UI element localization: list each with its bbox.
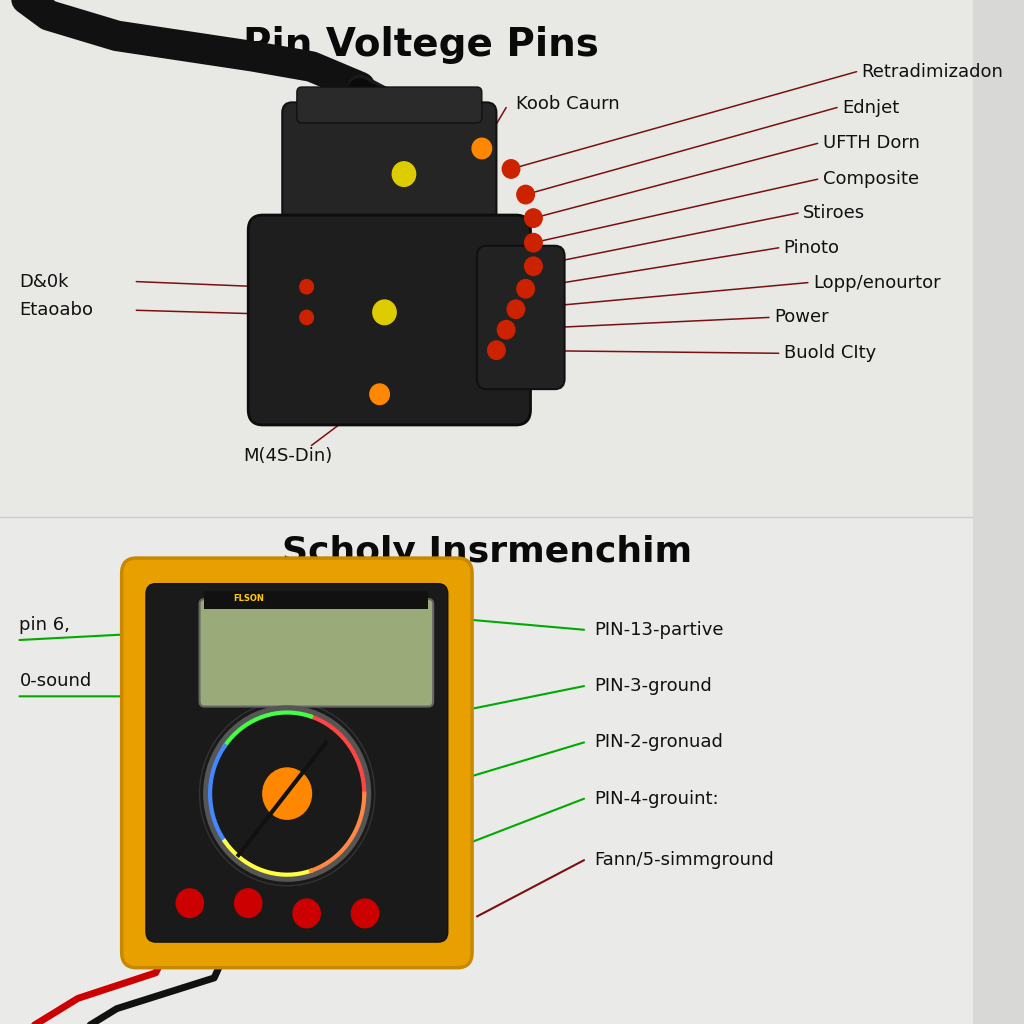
Circle shape	[370, 384, 389, 404]
Circle shape	[200, 701, 375, 886]
Text: M(4S-Din): M(4S-Din)	[244, 446, 333, 465]
Text: Pin Voltege Pins: Pin Voltege Pins	[244, 26, 599, 63]
Circle shape	[517, 185, 535, 204]
Circle shape	[351, 899, 379, 928]
Text: 0-sound: 0-sound	[19, 672, 92, 690]
Circle shape	[176, 889, 204, 918]
Circle shape	[472, 138, 492, 159]
Text: Pinoto: Pinoto	[783, 239, 840, 257]
Circle shape	[263, 768, 311, 819]
Circle shape	[392, 162, 416, 186]
FancyBboxPatch shape	[248, 215, 530, 425]
Text: FLSON: FLSON	[233, 594, 264, 602]
Circle shape	[502, 160, 520, 178]
Circle shape	[498, 321, 515, 339]
Text: Stiroes: Stiroes	[803, 204, 865, 222]
FancyBboxPatch shape	[146, 584, 447, 942]
Circle shape	[357, 84, 383, 111]
Text: Power: Power	[774, 308, 828, 327]
Text: Buold CIty: Buold CIty	[783, 344, 876, 362]
Circle shape	[234, 889, 262, 918]
Text: PIN-3-ground: PIN-3-ground	[594, 677, 712, 695]
Text: PIN-2-gronuad: PIN-2-gronuad	[594, 733, 723, 752]
Text: Composite: Composite	[822, 170, 919, 188]
FancyBboxPatch shape	[297, 87, 482, 123]
Circle shape	[373, 300, 396, 325]
Circle shape	[347, 79, 373, 105]
FancyBboxPatch shape	[205, 591, 428, 609]
FancyBboxPatch shape	[477, 246, 564, 389]
Circle shape	[524, 257, 542, 275]
FancyBboxPatch shape	[122, 558, 472, 968]
Text: D&0k: D&0k	[19, 272, 69, 291]
Circle shape	[487, 341, 505, 359]
Circle shape	[300, 280, 313, 294]
Text: UFTH Dorn: UFTH Dorn	[822, 134, 920, 153]
Text: pin 6,: pin 6,	[19, 615, 71, 634]
FancyBboxPatch shape	[283, 102, 497, 256]
Text: Koob Caurn: Koob Caurn	[516, 95, 620, 114]
Circle shape	[367, 89, 392, 116]
Circle shape	[377, 94, 402, 121]
Text: Retradimizadon: Retradimizadon	[861, 62, 1004, 81]
FancyBboxPatch shape	[0, 0, 974, 522]
Circle shape	[300, 310, 313, 325]
Circle shape	[293, 899, 321, 928]
Circle shape	[517, 280, 535, 298]
Circle shape	[507, 300, 524, 318]
Text: PIN-13-partive: PIN-13-partive	[594, 621, 723, 639]
FancyBboxPatch shape	[200, 599, 433, 707]
Text: Etaoabo: Etaoabo	[19, 301, 93, 319]
Text: Ednjet: Ednjet	[842, 98, 899, 117]
FancyBboxPatch shape	[0, 517, 974, 1024]
Circle shape	[524, 209, 542, 227]
Text: Lopp/enourtor: Lopp/enourtor	[813, 273, 940, 292]
Text: PIN-4-grouint:: PIN-4-grouint:	[594, 790, 719, 808]
Text: Fann/5-simmground: Fann/5-simmground	[594, 851, 773, 869]
Circle shape	[524, 233, 542, 252]
Text: Scholy Insrmenchim: Scholy Insrmenchim	[282, 535, 692, 568]
